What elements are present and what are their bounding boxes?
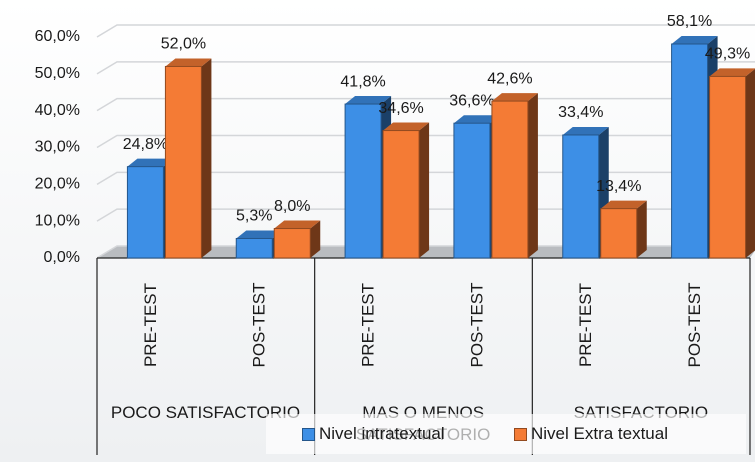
- bar-top: [127, 158, 174, 167]
- bar: [344, 103, 382, 259]
- y-tick-label: 60,0%: [35, 28, 80, 45]
- grid-line: [96, 245, 755, 259]
- bar: [235, 237, 273, 259]
- bar-top: [709, 68, 755, 77]
- bar-side: [745, 68, 755, 258]
- grid-line: [96, 24, 755, 38]
- grid-line: [96, 171, 755, 185]
- legend-item: Nivel Extra textual: [514, 424, 668, 444]
- bar-top: [236, 230, 283, 239]
- value-label: 13,4%: [596, 178, 641, 195]
- bar: [164, 65, 202, 259]
- bar-group: [453, 115, 500, 259]
- bar-group: [491, 93, 538, 259]
- bar-top: [600, 200, 647, 209]
- bar-side: [419, 122, 430, 258]
- bar-group: [382, 122, 430, 259]
- x-tick-label: POS-TEST: [250, 282, 269, 367]
- bar-top: [165, 58, 212, 67]
- grid-line: [96, 97, 755, 112]
- value-label: 24,8%: [123, 136, 168, 153]
- bar: [273, 228, 311, 259]
- group-label: POCO SATISFACTORIO: [110, 403, 301, 422]
- y-tick-label: 10,0%: [35, 212, 80, 229]
- bar-top: [383, 122, 430, 131]
- value-label: 58,1%: [667, 13, 712, 30]
- value-label: 49,3%: [705, 46, 750, 63]
- x-tick-label: PRE-TEST: [141, 283, 160, 367]
- grid-line: [96, 208, 755, 222]
- bar-top: [345, 96, 392, 105]
- grid-line: [96, 134, 755, 149]
- bar-top: [491, 93, 538, 102]
- y-tick-label: 50,0%: [35, 65, 80, 82]
- value-label: 34,6%: [378, 100, 423, 117]
- x-tick-label: PRE-TEST: [576, 283, 595, 367]
- value-label: 42,6%: [487, 70, 532, 87]
- legend: Nivel intratextual Nivel Extra textual: [266, 414, 746, 454]
- bar-side: [310, 220, 321, 258]
- bar: [600, 208, 638, 259]
- value-label: 8,0%: [274, 198, 310, 215]
- value-label: 36,6%: [449, 92, 494, 109]
- bar-top: [274, 220, 321, 229]
- bar: [491, 100, 529, 259]
- y-tick-label: 0,0%: [44, 249, 80, 266]
- y-tick-label: 40,0%: [35, 102, 80, 119]
- legend-label: Nivel intratextual: [319, 424, 445, 443]
- legend-item: Nivel intratextual: [302, 424, 445, 444]
- bar-group: [562, 126, 609, 259]
- bar-top: [453, 115, 500, 124]
- legend-label: Nivel Extra textual: [531, 424, 668, 443]
- value-label: 5,3%: [236, 208, 272, 225]
- value-label: 33,4%: [558, 104, 603, 121]
- x-tick-label: POS-TEST: [467, 282, 486, 367]
- bar-top: [562, 126, 609, 135]
- grid-line: [96, 61, 755, 75]
- bar-group: [164, 58, 212, 259]
- bar-group: [600, 200, 647, 259]
- bar-group: [273, 220, 321, 259]
- x-tick-label: POS-TEST: [685, 282, 704, 367]
- y-tick-label: 30,0%: [35, 139, 80, 156]
- legend-swatch: [514, 427, 527, 441]
- value-label: 52,0%: [161, 36, 206, 53]
- y-tick-label: 20,0%: [35, 176, 80, 193]
- bar-side: [527, 93, 538, 258]
- bar: [671, 43, 709, 259]
- bar: [126, 166, 164, 259]
- bar-side: [636, 200, 647, 258]
- value-label: 41,8%: [340, 73, 385, 90]
- bar: [382, 130, 420, 259]
- legend-swatch: [302, 427, 315, 441]
- bar: [453, 122, 491, 259]
- x-tick-label: PRE-TEST: [359, 283, 378, 367]
- bar-top: [671, 35, 718, 44]
- bar-group: [709, 68, 755, 259]
- bar-side: [201, 58, 212, 258]
- bar: [709, 75, 747, 259]
- bar: [562, 134, 600, 259]
